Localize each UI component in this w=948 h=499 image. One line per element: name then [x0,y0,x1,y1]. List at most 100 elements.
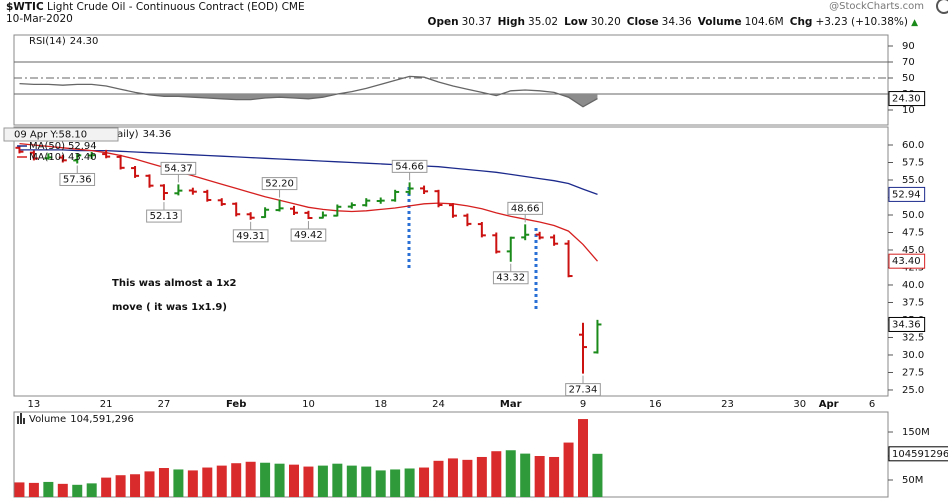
axis-value-label: 104591296 [892,449,948,460]
rsi-line [19,75,598,108]
axis-value-label: 34.36 [892,319,921,330]
volume-bar [390,469,401,497]
x-tick-label: 9 [580,399,586,410]
quote-value: 104.6M [744,16,784,28]
axis-value-frame [888,446,948,462]
axis-value-label: 52.94 [892,189,921,200]
tooltip-frame [3,127,119,142]
volume-bar [260,462,271,497]
rsi-oversold-fill [19,94,598,107]
quote-value: 30.37 [461,16,492,28]
legend-value: 104,591,296 [70,414,134,425]
data-label: 49.42 [294,230,323,241]
volume-legend: Volume 104,591,296 [29,414,134,425]
x-tick-label: 21 [100,399,113,410]
volume-bar [173,469,184,497]
y-tick-label: 30.0 [902,350,924,361]
volume-bar [303,466,314,497]
y-tick-label: 50M [902,475,923,486]
volume-bar [187,470,198,497]
label-frame [391,159,428,173]
data-label: 49.31 [236,231,265,242]
volume-bar [14,482,25,497]
x-tick-label: 24 [432,399,445,410]
axis-value-label: 43.40 [892,256,921,267]
quote-label: Chg [789,16,813,28]
volume-bar [419,467,430,497]
legend-name: Volume [29,414,66,425]
y-tick-label: 32.5 [902,332,924,343]
brand: @StockCharts.com [829,1,924,12]
volume-bar [101,477,112,497]
volume-bar [361,466,372,497]
chart-date: 10-Mar-2020 [6,13,73,25]
legend-value: 43.40 [68,152,97,163]
axis-value-box: 104591296 [888,446,948,462]
x-tick-label: 18 [374,399,387,410]
volume-bar [231,463,242,497]
label-frame [261,177,298,191]
volume-bar [144,471,155,497]
volume-bar [289,464,299,497]
x-tick-label: 30 [793,399,806,410]
axis-value-box: 24.30 [888,91,926,107]
y-tick-label: 25.0 [902,385,924,396]
volume-icon [20,413,22,424]
moving-average [19,142,598,262]
volume-bar [245,461,256,497]
axis-value-label: 24.30 [892,94,921,105]
data-label: 43.32 [496,273,525,284]
volume-bar [491,451,502,497]
y-tick-label: 40.0 [902,280,924,291]
volume-bar [274,463,285,497]
ma-legend: MA(50) 52.94 [29,141,97,152]
legend-name: MA(50) [29,141,65,152]
chart-heading: $WTIC Light Crude Oil - Continuous Contr… [6,1,305,13]
symbol: $WTIC [6,1,44,13]
volume-bar [534,456,545,497]
legend-name: MA(10) [29,152,65,163]
data-label: 52.13 [150,211,179,222]
quote-label: Close [626,16,659,28]
volume-bar [28,482,39,497]
quote-label: Low [564,16,588,28]
volume-bar [72,484,83,497]
y-tick-label: 50.0 [902,210,924,221]
quote-value: 34.36 [661,16,692,28]
axis-value-frame [888,91,926,107]
volume-bar [202,467,213,497]
volume-bar [332,463,343,497]
quote-label: Open [427,16,459,28]
quote-bar: Open 30.37 High 35.02 Low 30.20 Close 34.36 Volu… [422,16,908,28]
volume-bar [43,481,54,497]
volume-bar [549,456,560,497]
volume-bar [462,459,473,497]
moving-average [19,149,598,196]
label-frame [565,383,601,397]
quote-value: 30.20 [590,16,621,28]
label-frame [507,201,544,215]
volume-bar [216,465,227,497]
x-tick-label: 27 [158,399,171,410]
volume-bar [57,483,68,497]
volume-bar [375,470,386,497]
price-panel [13,126,889,397]
x-tick-label: Mar [500,399,522,410]
label-frame [492,271,529,285]
y-tick-label: 57.5 [902,157,924,168]
volume-bar [520,453,531,497]
data-label: 54.66 [395,161,424,172]
annotation: This was almost a 1x2 [112,278,237,289]
rsi-panel [13,34,889,126]
x-tick-label: 16 [649,399,662,410]
volume-bar [346,465,357,497]
y-tick-label: 47.5 [902,227,924,238]
volume-bar [578,419,588,497]
y-tick-label: 50 [902,73,915,84]
quote-label: High [497,16,526,28]
legend-value: 52.94 [68,141,97,152]
rsi-legend: RSI(14) 24.30 [29,36,98,47]
data-label: 48.66 [511,203,540,214]
